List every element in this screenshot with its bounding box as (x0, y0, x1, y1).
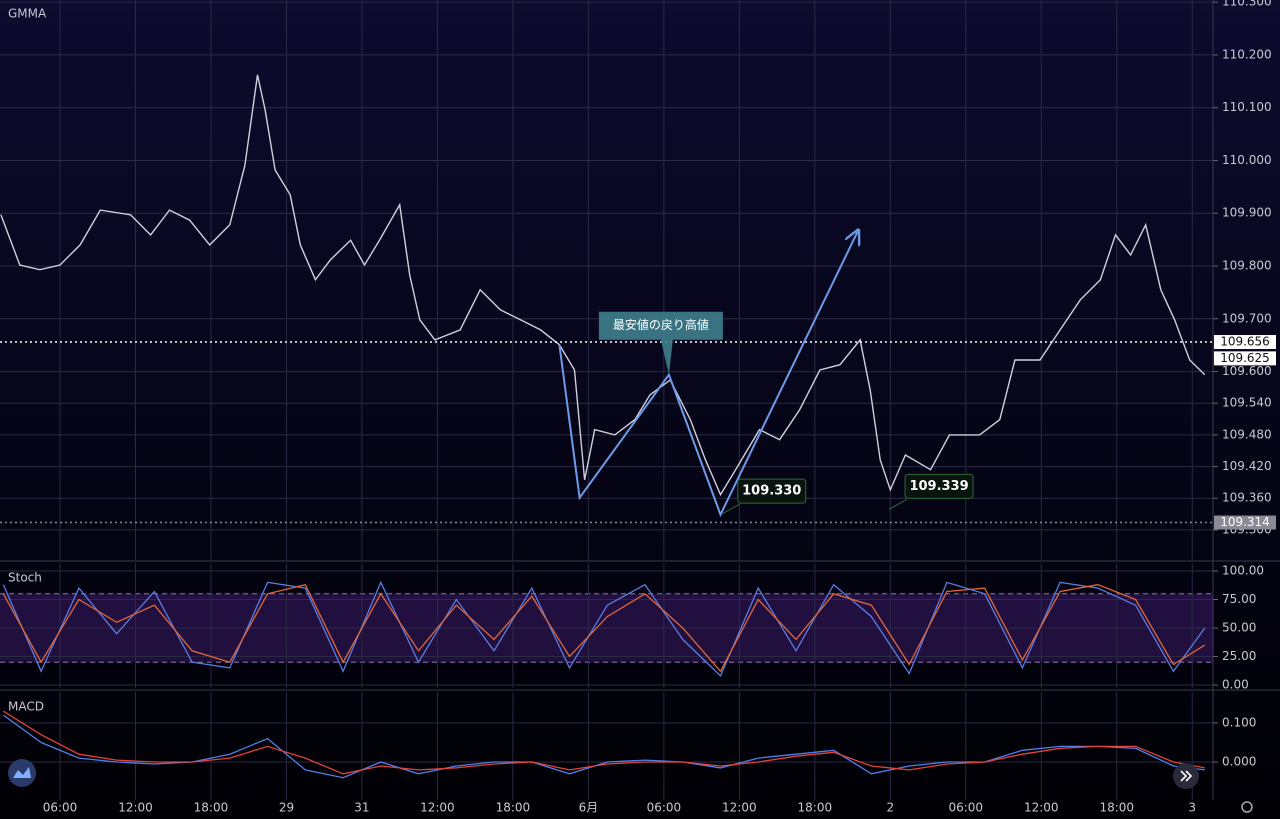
x-tick-label: 12:00 (118, 801, 153, 815)
x-tick-label: 06:00 (948, 801, 983, 815)
annotation-label: 109.339 (909, 479, 968, 494)
y-tick-label: 50.00 (1222, 621, 1256, 635)
y-tick-label: 25.00 (1222, 649, 1256, 663)
annotation-leader (721, 503, 740, 515)
chart-type-button[interactable] (8, 759, 36, 787)
price-label: 109.314 (1220, 515, 1270, 529)
price-line (0, 74, 1206, 497)
y-tick-label: 109.800 (1222, 259, 1272, 273)
y-tick-label: 109.420 (1222, 459, 1272, 473)
y-tick-label: 100.00 (1222, 563, 1264, 577)
y-tick-label: 109.360 (1222, 491, 1272, 505)
y-tick-label: 109.900 (1222, 206, 1272, 220)
stoch-title: Stoch (8, 571, 42, 585)
y-tick-label: 109.600 (1222, 364, 1272, 378)
x-tick-label: 18:00 (1099, 801, 1134, 815)
annotation-box (737, 478, 807, 504)
x-tick-label: 6月 (579, 801, 599, 815)
x-tick-label: 18:00 (496, 801, 531, 815)
indicator-line (2, 583, 1206, 673)
scroll-right-icon (1180, 770, 1193, 782)
y-tick-label: 110.300 (1222, 0, 1272, 9)
y-tick-label: 110.000 (1222, 153, 1272, 167)
price-label: 109.625 (1220, 351, 1270, 365)
y-tick-label: 109.480 (1222, 427, 1272, 441)
x-tick-label: 18:00 (798, 801, 833, 815)
x-tick-label: 18:00 (194, 801, 229, 815)
x-tick-label: 12:00 (1024, 801, 1059, 815)
y-tick-label: 110.200 (1222, 47, 1272, 61)
y-tick-label: 75.00 (1222, 592, 1256, 606)
main-title: GMMA (8, 7, 47, 21)
indicator-line (3, 710, 1205, 775)
x-tick-label: 06:00 (43, 801, 78, 815)
x-tick-label: 12:00 (420, 801, 455, 815)
x-tick-label: 12:00 (722, 801, 757, 815)
price-label: 109.656 (1220, 335, 1270, 349)
price-label-box (1214, 335, 1276, 350)
settings-button[interactable] (1241, 801, 1253, 813)
y-tick-label: 0.100 (1222, 715, 1256, 729)
macd-title: MACD (8, 700, 44, 714)
annotation-box (904, 473, 974, 499)
annotation-label: 109.330 (742, 484, 801, 499)
x-tick-label: 31 (354, 801, 369, 815)
y-tick-label: 109.700 (1222, 311, 1272, 325)
callout-box (598, 311, 723, 375)
chart-type-icon (13, 767, 31, 778)
y-tick-label: 0.000 (1222, 755, 1256, 769)
y-tick-label: 109.540 (1222, 396, 1272, 410)
indicator-line (2, 580, 1206, 678)
x-tick-label: 3 (1188, 801, 1196, 815)
y-tick-label: 110.100 (1222, 100, 1272, 114)
annotation-leader (888, 498, 908, 510)
price-label-box (1214, 351, 1276, 366)
callout-text: 最安値の戻り高値 (613, 317, 709, 332)
y-tick-label: 0.00 (1222, 678, 1249, 692)
indicator-line (3, 714, 1205, 779)
x-tick-label: 2 (886, 801, 894, 815)
x-tick-label: 06:00 (647, 801, 682, 815)
x-tick-label: 29 (279, 801, 294, 815)
price-label-box (1214, 515, 1276, 530)
